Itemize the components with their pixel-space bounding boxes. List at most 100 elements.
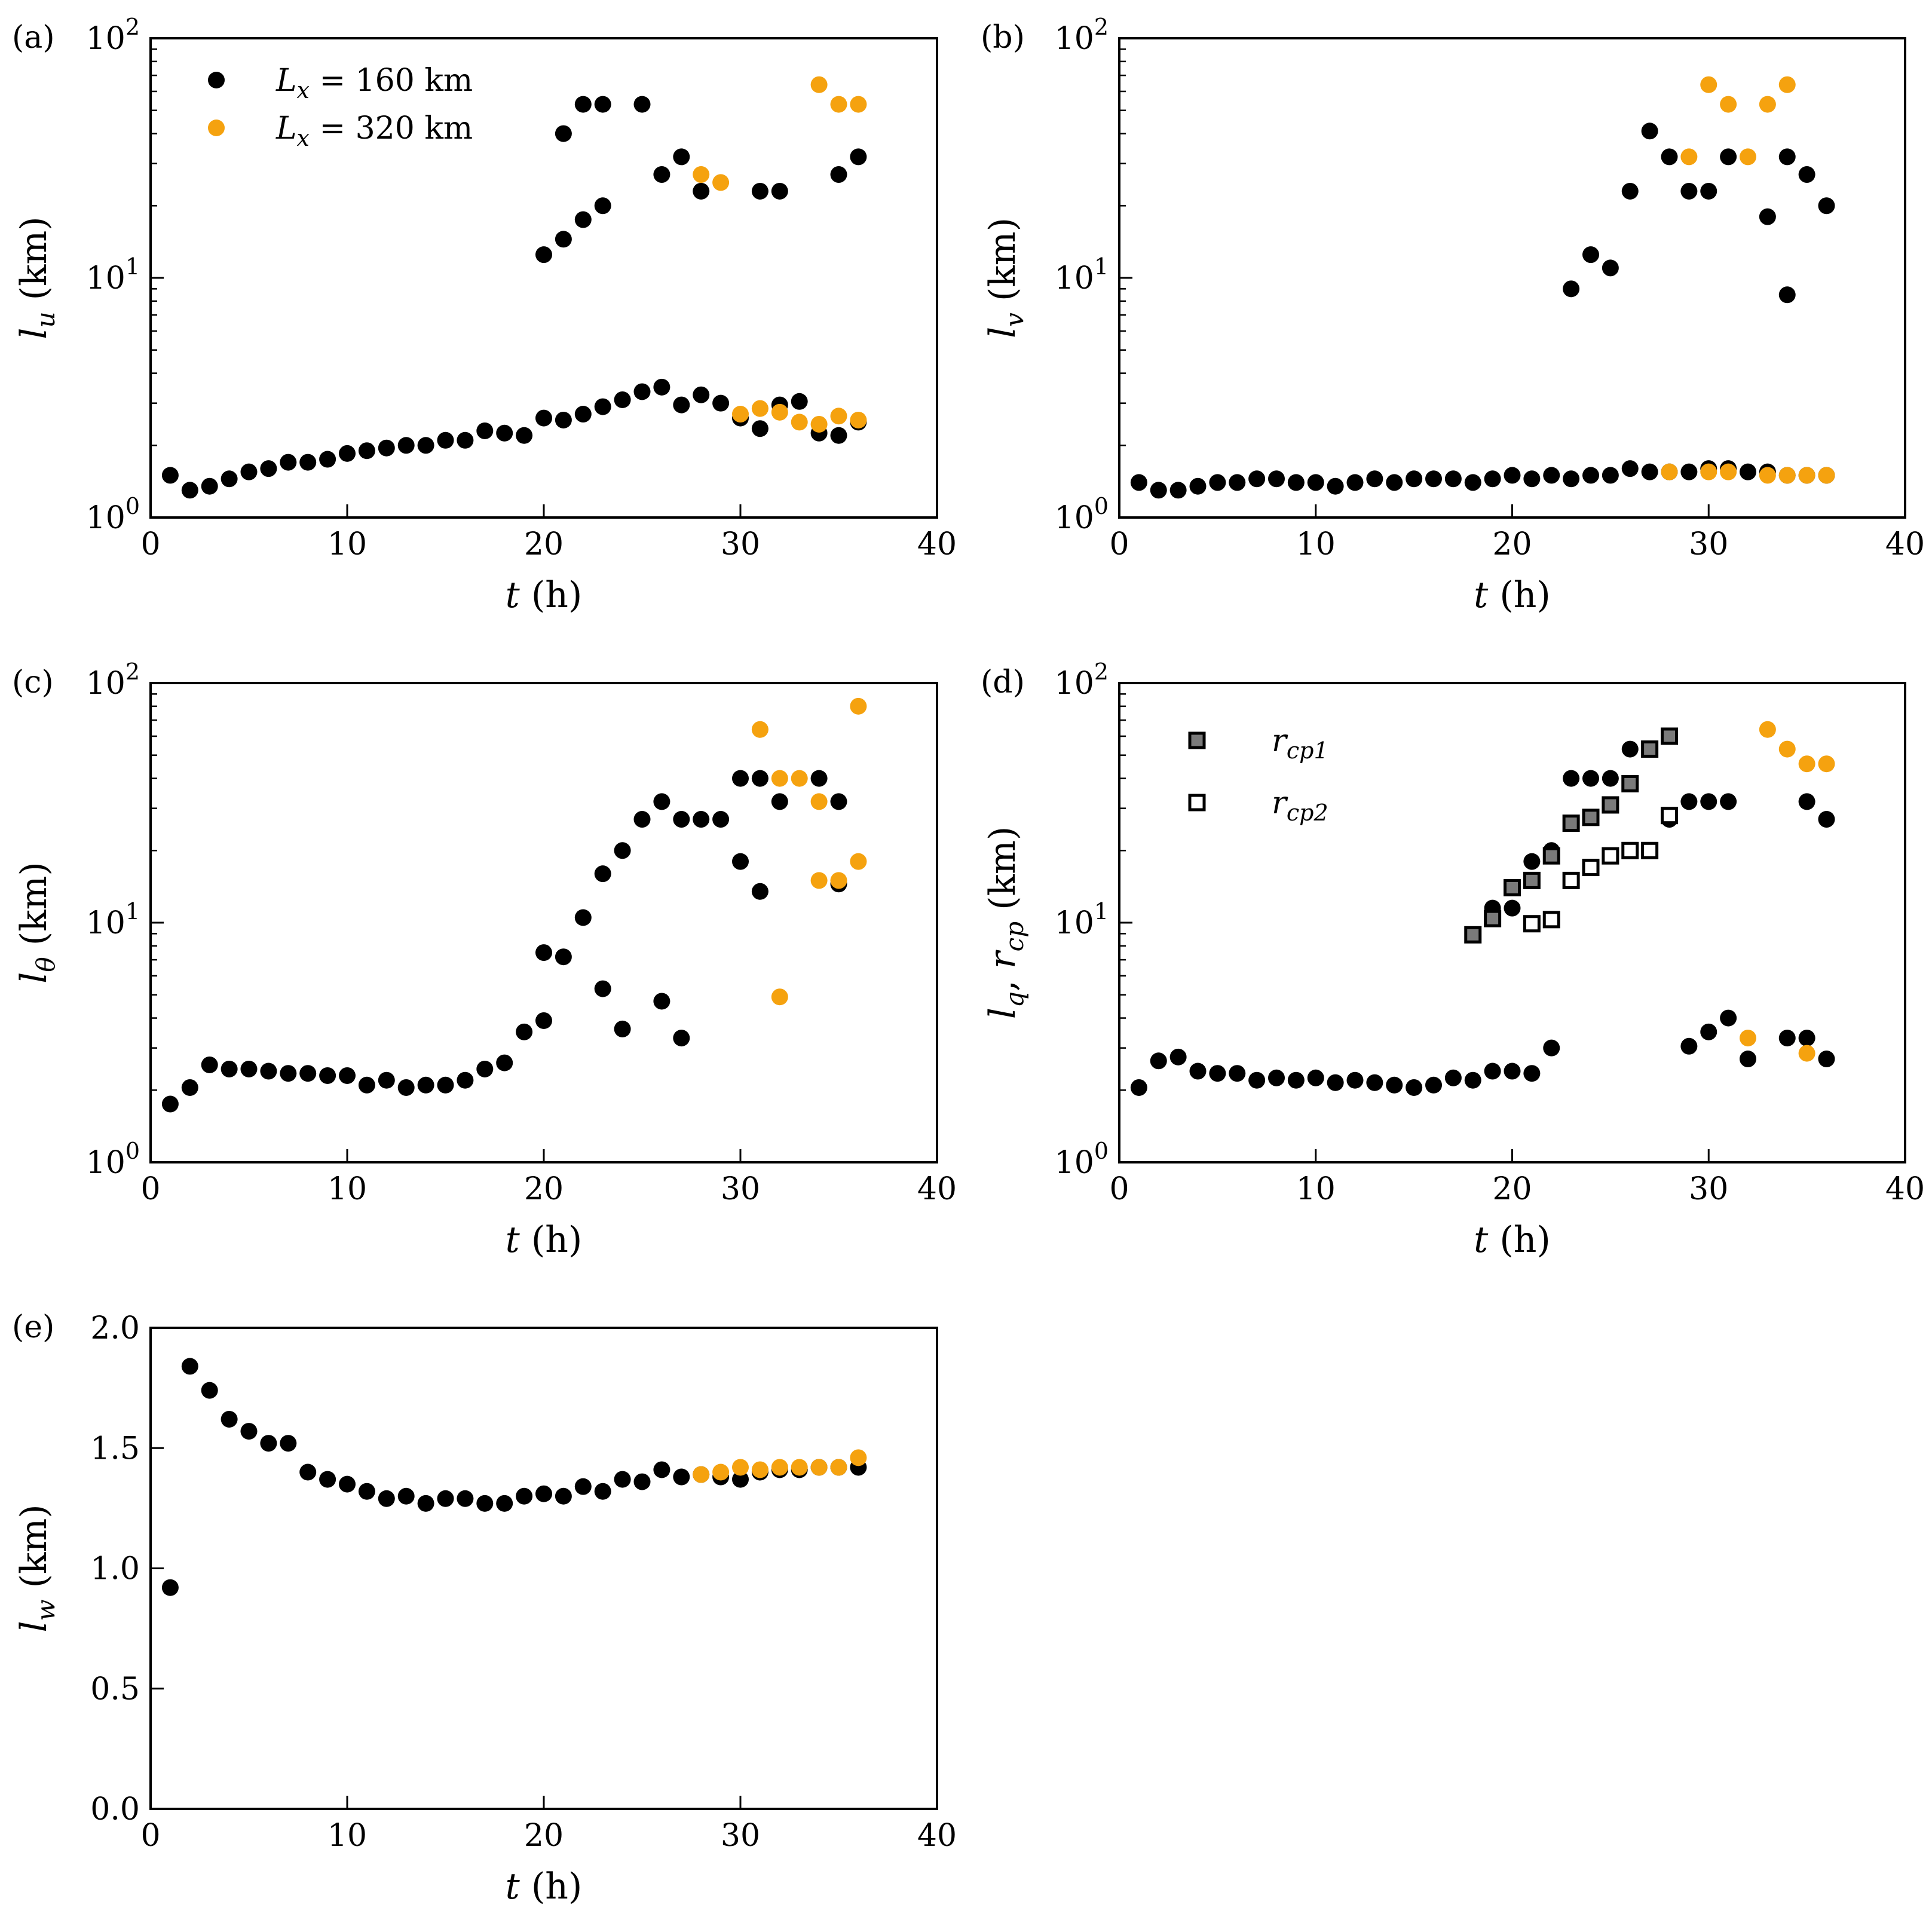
data-point [1700, 182, 1717, 200]
data-point [751, 420, 768, 437]
data-point [1818, 811, 1835, 828]
data-point [1720, 463, 1737, 480]
x-tick-label: 20 [1492, 526, 1532, 562]
y-tick-label: 0.5 [90, 1671, 140, 1707]
x-tick-label: 30 [721, 1818, 760, 1854]
data-point [791, 1459, 808, 1476]
data-point [1425, 470, 1442, 488]
data-point [240, 1423, 258, 1440]
data-point [751, 182, 768, 200]
data-point [594, 980, 611, 997]
data-point [1543, 1039, 1560, 1057]
y-tick-label: 100 [86, 493, 140, 536]
data-point [260, 1062, 277, 1080]
data-point [830, 872, 847, 889]
data-point [712, 394, 730, 412]
data-point [1720, 1009, 1737, 1027]
data-point [1740, 463, 1756, 480]
data-point [260, 460, 277, 477]
legend-label: rcp2 [1272, 785, 1328, 826]
data-point [693, 386, 710, 403]
data-point [201, 1382, 218, 1399]
data-point [1778, 148, 1796, 166]
data-point [1759, 467, 1776, 484]
panel-a: 0 10 20 30 40 100 101 102 (a) t (h) lu​ (km) Lx = 1… [12, 14, 957, 616]
data-point [1444, 1069, 1462, 1086]
x-axis-label: t (h) [506, 1866, 583, 1907]
y-tick-label: 100 [1055, 493, 1109, 536]
x-tick-label: 30 [1689, 1171, 1728, 1207]
data-point-square [1621, 775, 1639, 793]
data-point [1287, 1071, 1305, 1089]
x-tick-label: 40 [917, 526, 957, 562]
series-l-x-320-km [693, 1449, 867, 1483]
data-point [771, 793, 788, 810]
data-point-square [1542, 847, 1560, 865]
data-point [1346, 474, 1364, 491]
data-point [1759, 208, 1776, 225]
data-point [673, 1030, 690, 1047]
panel-label: (b) [981, 20, 1025, 56]
data-point [496, 424, 513, 442]
data-point [1680, 182, 1698, 200]
data-point [732, 1459, 749, 1476]
data-point [1366, 1074, 1383, 1091]
data-point [673, 811, 690, 828]
data-point [1406, 1079, 1423, 1096]
data-point [850, 96, 867, 113]
data-point [673, 148, 690, 166]
data-point [574, 406, 592, 423]
x-tick-label: 40 [1885, 1171, 1925, 1207]
data-point [1130, 474, 1147, 491]
data-point [181, 482, 198, 499]
legend-label: rcp1 [1272, 723, 1328, 764]
data-point [850, 1449, 867, 1466]
data-point-square-open [1562, 871, 1580, 889]
data-point [1229, 474, 1246, 491]
data-point [633, 96, 651, 113]
data-point [693, 182, 710, 200]
data-point [555, 125, 572, 142]
y-tick-label: 100 [1055, 1138, 1109, 1181]
data-point [1484, 1062, 1501, 1080]
data-point [1268, 1069, 1285, 1086]
data-point [1661, 463, 1678, 480]
x-tick-label: 0 [1109, 526, 1129, 562]
data-point [751, 1461, 768, 1478]
data-point [1740, 1030, 1756, 1047]
data-point [1504, 467, 1521, 484]
data-point [437, 1076, 454, 1094]
data-point [260, 1435, 277, 1452]
data-point [1248, 470, 1266, 488]
data-point [791, 770, 808, 787]
data-point [299, 1065, 317, 1082]
x-tick-label: 10 [327, 1818, 367, 1854]
data-point [1327, 477, 1344, 495]
data-point [535, 944, 552, 962]
data-point [319, 1067, 336, 1084]
data-point [751, 883, 768, 900]
data-point [201, 1056, 218, 1073]
data-point [1386, 474, 1403, 491]
data-point [1798, 467, 1815, 484]
data-point [614, 842, 631, 859]
axes-frame [149, 682, 938, 1163]
legend: Lx = 160 km Lx = 320 km [208, 63, 473, 151]
data-point [417, 1076, 434, 1094]
data-point [1582, 770, 1599, 787]
data-point [791, 393, 808, 410]
data-point [221, 470, 238, 488]
data-point [476, 1495, 494, 1512]
data-point [535, 1012, 552, 1029]
data-point [476, 422, 494, 439]
data-point [810, 872, 828, 889]
series-l-x-160-km [161, 770, 847, 1113]
data-point [1759, 96, 1776, 113]
data-point [1621, 740, 1639, 758]
x-tick-label: 40 [917, 1818, 957, 1854]
data-point [791, 414, 808, 431]
data-point [1523, 853, 1541, 870]
data-point [417, 437, 434, 454]
data-point [1778, 286, 1796, 304]
y-tick-label: 102 [1055, 659, 1109, 702]
